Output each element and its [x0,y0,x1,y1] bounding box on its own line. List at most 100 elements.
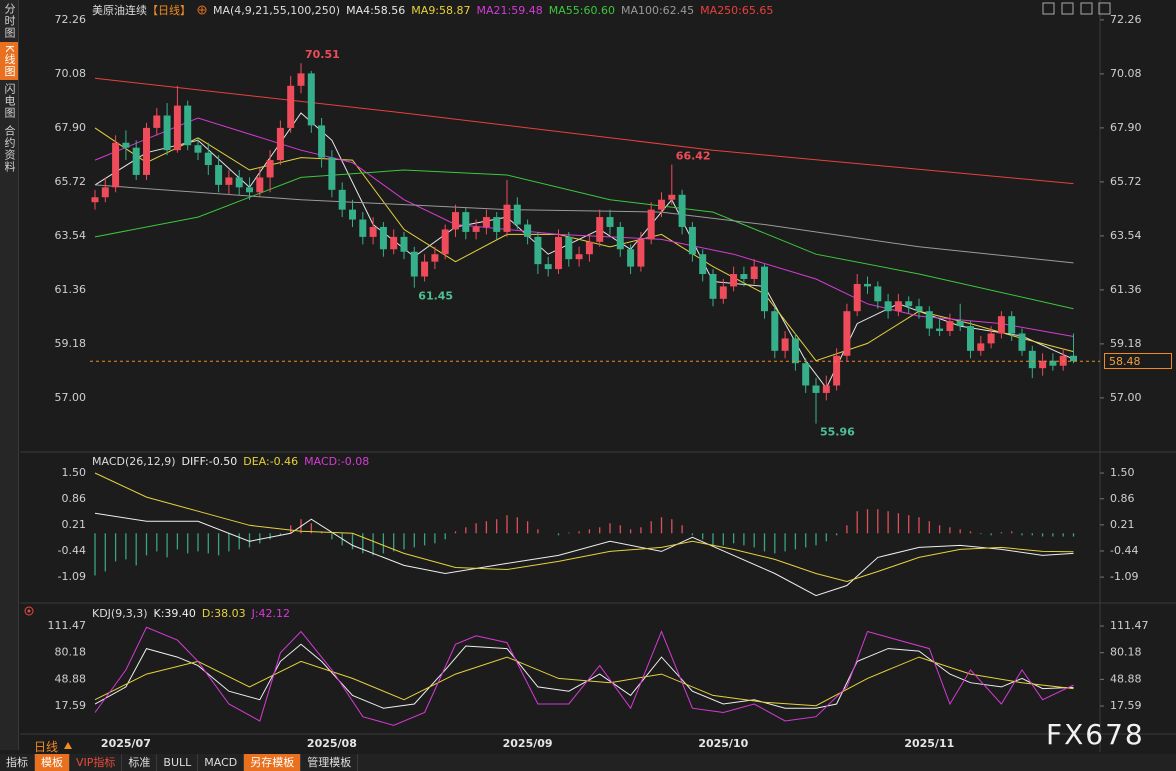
candle-body [719,286,727,299]
candle-body [637,239,645,267]
side-tab[interactable]: 闪电图 [3,83,16,120]
y-tick-label: 59.18 [1110,337,1142,350]
candle-body [647,209,655,240]
footer-tab[interactable]: VIP指标 [70,754,123,771]
candle-body [730,274,738,287]
y-tick-label: 1.50 [1110,466,1135,479]
footer-tab[interactable]: 标准 [122,754,158,771]
y-tick-label: 80.18 [1110,646,1142,659]
y-tick-label: -1.09 [1110,570,1138,583]
add-icon[interactable] [197,5,207,15]
candle-body [503,204,511,232]
candle-body [843,311,851,356]
candle-body [390,236,398,250]
legend-entry: MA250:65.65 [700,3,774,17]
y-tick-label: 111.47 [48,619,87,632]
y-tick-label: 111.47 [1110,619,1149,632]
legend-entry: MA9:58.87 [411,3,471,17]
candle-body [194,145,202,153]
y-tick-label: -0.44 [58,544,86,557]
candle-body [524,224,532,237]
y-tick-label: 1.50 [62,466,87,479]
candle-body [431,254,439,262]
footer-tab[interactable]: 指标 [0,754,35,771]
y-tick-label: 70.08 [1110,67,1142,80]
candle-body [163,115,171,151]
indicator-line [94,626,1074,726]
instrument-title: 美原油连续 [92,4,147,17]
candle-body [915,306,923,312]
toolbar-icon[interactable] [1080,2,1093,15]
y-tick-label: -0.44 [1110,544,1138,557]
footer-tab[interactable]: BULL [157,754,199,771]
toolbar-icon[interactable] [1042,2,1055,15]
candle-body [101,187,109,198]
settings-icon-dot [27,609,31,613]
candle-body [1028,350,1036,369]
candle-body [534,236,542,265]
y-tick-label: 48.88 [55,672,87,685]
candle-body [297,73,305,86]
toolbar-icon[interactable] [1061,2,1074,15]
y-tick-label: 67.90 [55,121,87,134]
high-annotation: 66.42 [676,150,711,163]
side-tab[interactable]: K线图 [0,42,18,81]
legend-entry: DIFF:-0.50 [181,455,238,468]
toolbar-icons [1042,2,1111,15]
footer-tab[interactable]: 模板 [35,754,70,771]
y-tick-label: 63.54 [55,229,87,242]
candle-body [1039,360,1047,369]
candle-body [472,226,480,232]
y-tick-label: 48.88 [1110,672,1142,685]
candle-body [616,226,624,250]
candle-body [812,385,820,393]
y-tick-label: 57.00 [1110,391,1142,404]
toolbar-icon[interactable] [1098,2,1111,15]
footer-tab[interactable]: 管理模板 [301,754,359,771]
indicator-line [94,169,1074,310]
candle-body [184,105,192,146]
x-tick-label: 2025/08 [307,737,357,750]
x-tick-label: 2025/10 [698,737,748,750]
candle-body [740,274,748,279]
candle-body [1018,333,1026,351]
side-tab[interactable]: 分时图 [3,3,16,39]
y-tick-label: 57.00 [55,391,87,404]
candle-body [1008,316,1016,334]
candle-body [668,194,676,200]
candle-body [410,251,418,277]
y-tick-label: 17.59 [55,699,87,712]
candle-body [606,217,614,227]
candle-body [91,197,99,203]
settings-icon[interactable] [24,606,34,616]
candle-body [441,229,449,255]
candle-body [266,160,274,178]
watermark: FX678 [1046,718,1145,751]
macd-header: MACD(26,12,9) DIFF:-0.50 DEA:-0.46 MACD:-0… [92,455,369,468]
high-annotation: 70.51 [305,48,340,61]
candle-body [678,194,686,227]
candle-body [287,85,295,128]
candle-body [369,226,377,237]
candle-body [256,177,264,193]
footer-tab[interactable]: MACD [198,754,245,771]
indicator-line [94,512,1074,597]
low-annotation: 55.96 [820,426,855,439]
x-tick-label: 2025/11 [904,737,954,750]
period-label: 【日线】 [147,4,191,17]
side-tab[interactable]: 合约资料 [3,125,16,174]
candle-body [977,343,985,351]
candle-body [709,274,717,299]
x-tick-label: 2025/07 [101,737,151,750]
footer-tabs: 指标 模板 VIP指标 标准 BULL MACD 另存模板 管理模板 [0,754,1176,771]
candle-body [596,217,604,242]
candle-body [482,217,490,227]
footer-tab[interactable]: 另存模板 [244,754,302,771]
candle-body [997,316,1005,334]
period-selector[interactable]: 日线 [34,740,59,754]
low-annotation: 61.45 [418,290,453,303]
candle-body [276,127,284,161]
candle-body [1070,355,1077,362]
y-tick-label: 72.26 [55,13,87,26]
